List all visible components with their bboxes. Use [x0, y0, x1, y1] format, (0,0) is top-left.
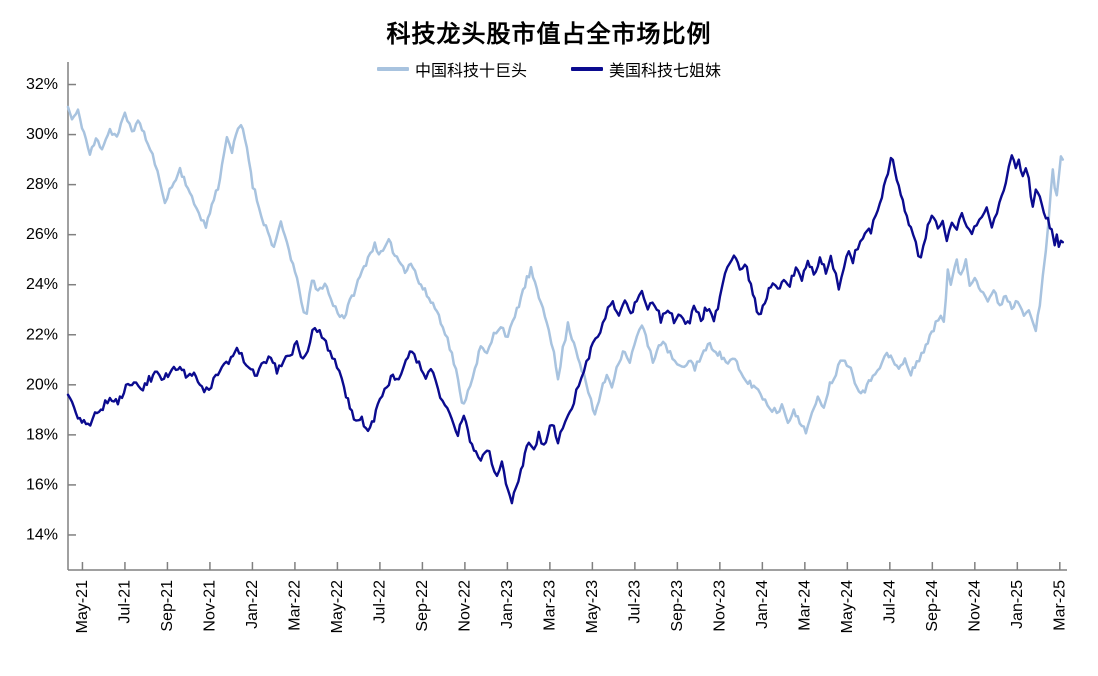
legend-label-china: 中国科技十巨头 — [414, 63, 527, 80]
x-tick-label: Nov-24 — [966, 580, 983, 632]
y-tick-label: 18% — [26, 426, 58, 443]
y-tick-label: 32% — [26, 76, 58, 93]
series-line-us — [66, 154, 1065, 505]
y-tick-label: 28% — [26, 176, 58, 193]
x-tick-label: Sep-21 — [159, 580, 176, 632]
y-tick-label: 16% — [26, 476, 58, 493]
x-tick-label: Nov-23 — [711, 580, 728, 632]
x-tick-label: Jul-24 — [881, 580, 898, 624]
x-tick-label: May-23 — [584, 580, 601, 633]
legend-item-us: 美国科技七姐妹 — [571, 57, 721, 81]
chart-title: 科技龙头股市值占全市场比例 — [386, 21, 712, 48]
x-tick-label: May-21 — [74, 580, 91, 633]
y-tick-label: 26% — [26, 226, 58, 243]
y-tick-label: 20% — [26, 376, 58, 393]
x-tick-label: Jul-21 — [116, 580, 133, 624]
x-tick-label: Mar-22 — [286, 580, 303, 631]
x-tick-label: Jul-23 — [626, 580, 643, 624]
y-tick-label: 30% — [26, 126, 58, 143]
x-tick-label: Mar-23 — [541, 580, 558, 631]
x-tick-label: Jan-24 — [754, 580, 771, 629]
x-tick-label: Sep-24 — [924, 580, 941, 632]
legend-line-swatch-china — [376, 67, 409, 71]
x-tick-label: Jan-25 — [1009, 580, 1026, 629]
series-line-china — [66, 105, 1065, 435]
x-tick-label: Jan-23 — [499, 580, 516, 629]
y-tick-label: 14% — [26, 526, 58, 543]
x-tick-label: May-24 — [839, 580, 856, 633]
x-tick-label: Nov-21 — [201, 580, 218, 632]
legend-line-swatch-us — [571, 67, 603, 71]
x-tick-label: Nov-22 — [456, 580, 473, 632]
x-tick-label: Sep-22 — [414, 580, 431, 632]
x-tick-label: Jan-22 — [244, 580, 261, 629]
x-tick-label: May-22 — [329, 580, 346, 633]
x-tick-label: Jul-22 — [371, 580, 388, 624]
x-tick-label: Mar-24 — [796, 580, 813, 631]
y-tick-label: 24% — [26, 276, 58, 293]
legend-item-china: 中国科技十巨头 — [376, 57, 527, 81]
x-tick-label: Sep-23 — [669, 580, 686, 632]
legend-label-us: 美国科技七姐妹 — [609, 63, 722, 80]
x-tick-label: Mar-25 — [1051, 580, 1068, 631]
chart-legend: 中国科技十巨头 美国科技七姐妹 — [0, 56, 1098, 82]
y-tick-label: 22% — [26, 326, 58, 343]
